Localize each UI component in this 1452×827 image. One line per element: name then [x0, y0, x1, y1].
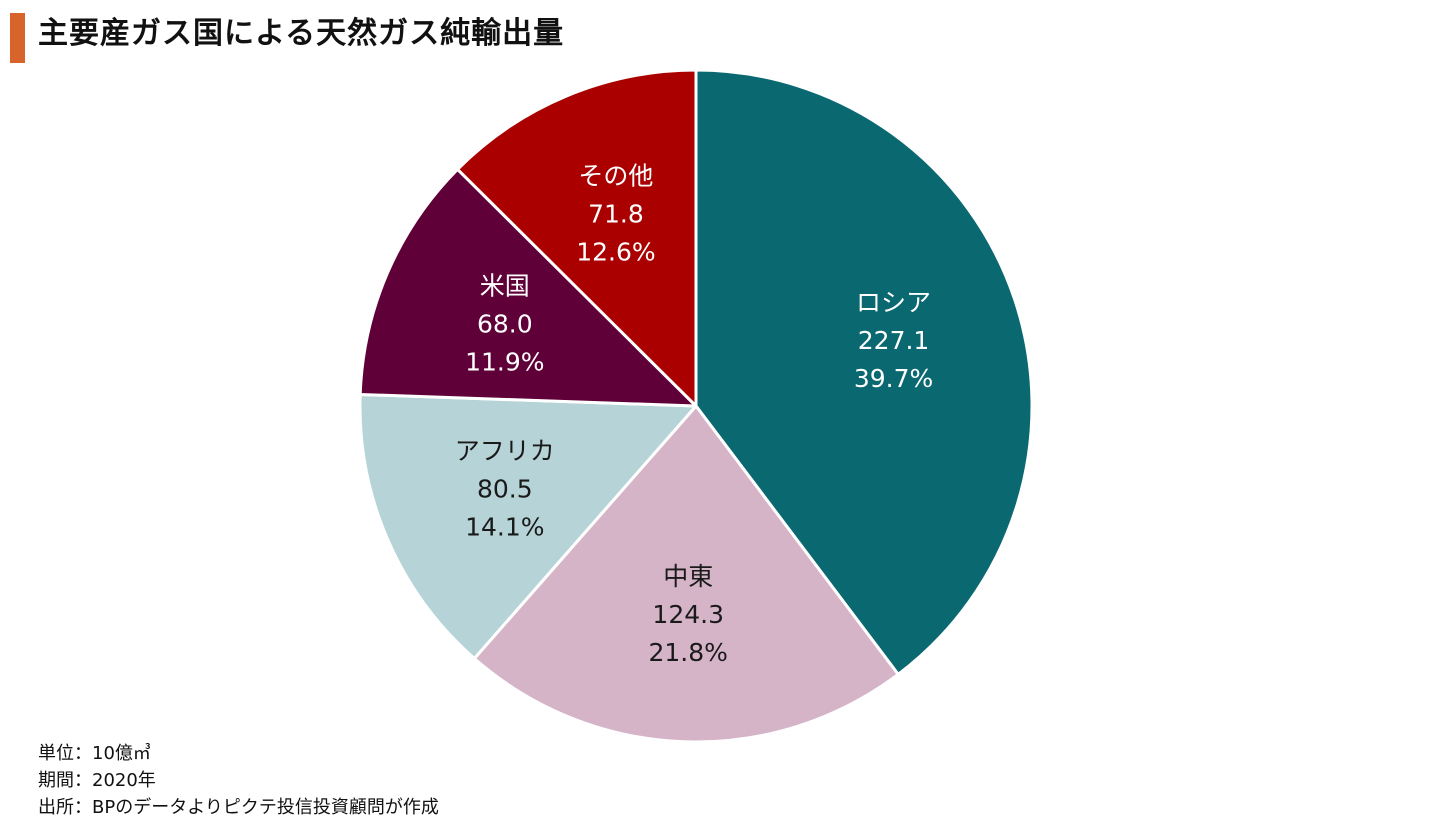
pie-slice-0: [694, 68, 1034, 676]
slice-value-label-2: 80.5: [477, 475, 533, 504]
slice-value-label-4: 71.8: [588, 200, 644, 229]
period-note: 期間：2020年: [38, 770, 156, 791]
slice-percent-label-3: 11.9%: [465, 347, 544, 376]
pie-slice-1: [472, 404, 900, 744]
slice-value-label-0: 227.1: [858, 326, 930, 355]
unit-note: 単位：10億㎥: [38, 743, 151, 764]
chart-notes: 単位：10億㎥ 期間：2020年 出所：BPのデータよりピクテ投信投資顧問が作成: [38, 740, 439, 821]
slice-name-label-0: ロシア: [856, 288, 931, 317]
pie-slice-2: [358, 392, 698, 661]
pie-slice-4: [456, 68, 698, 408]
slice-value-label-3: 68.0: [477, 309, 533, 338]
slice-name-label-3: 米国: [480, 271, 530, 300]
pie-slice-3: [358, 167, 698, 408]
slice-value-label-1: 124.3: [652, 600, 724, 629]
slice-percent-label-0: 39.7%: [854, 364, 933, 393]
pie-slices: [358, 68, 1034, 744]
title-accent-bar: [10, 13, 25, 63]
slice-name-label-1: 中東: [663, 562, 713, 591]
chart-title: 主要産ガス国による天然ガス純輸出量: [38, 16, 565, 51]
pie-labels: ロシア 227.1 39.7% 中東 124.3 21.8% アフリカ 80.5 14.1% 米国…: [455, 162, 933, 667]
slice-name-label-2: アフリカ: [455, 437, 555, 466]
slice-percent-label-2: 14.1%: [465, 513, 544, 542]
slice-percent-label-1: 21.8%: [649, 638, 728, 667]
slice-name-label-4: その他: [578, 162, 653, 191]
slice-percent-label-4: 12.6%: [576, 238, 655, 267]
source-note: 出所：BPのデータよりピクテ投信投資顧問が作成: [38, 797, 439, 818]
